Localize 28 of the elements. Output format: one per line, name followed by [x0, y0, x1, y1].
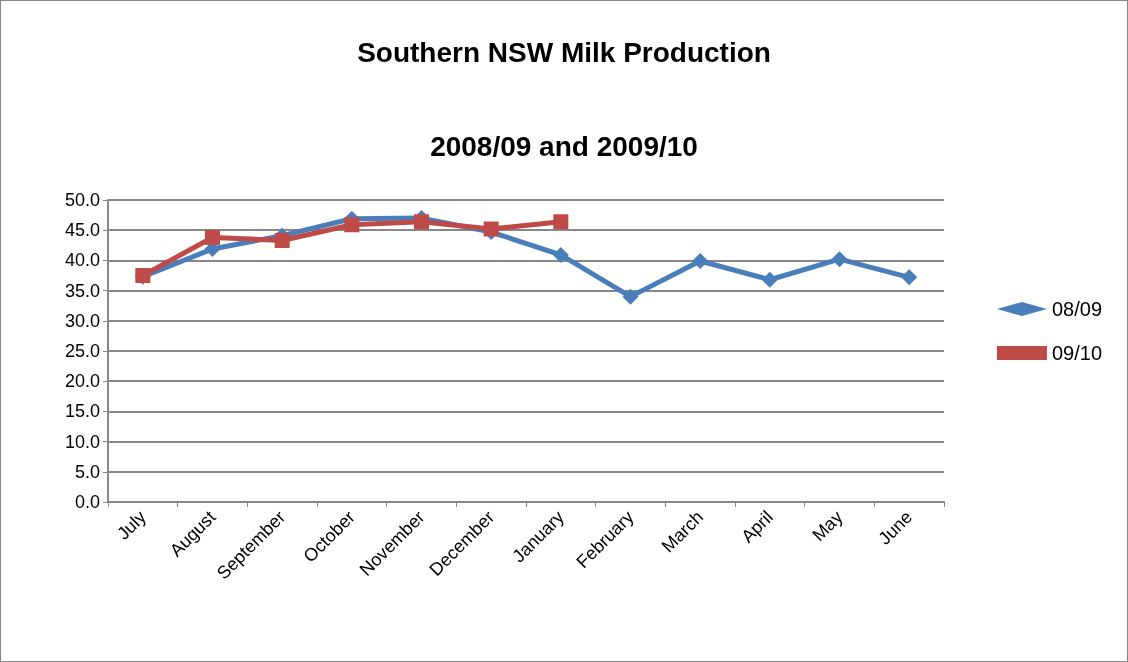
y-tick-label: 30.0 — [64, 310, 100, 331]
x-tick-label: July — [113, 506, 150, 544]
x-tick-label: May — [808, 506, 847, 546]
chart-subtitle: 2008/09 and 2009/10 — [430, 130, 698, 162]
y-tick-label: 35.0 — [64, 280, 100, 301]
chart-title: Southern NSW Milk Production — [357, 36, 771, 68]
point — [344, 217, 360, 233]
y-tick-label: 10.0 — [64, 431, 100, 452]
y-tick-label: 0.0 — [74, 492, 100, 512]
point — [622, 288, 639, 305]
point — [901, 269, 918, 286]
point — [692, 253, 709, 269]
legend-label: 09/10 — [1051, 342, 1103, 364]
y-tick-label: 15.0 — [64, 401, 100, 422]
legend-label: 08/09 — [1051, 298, 1103, 320]
point — [831, 251, 848, 268]
point — [414, 214, 429, 230]
point — [205, 229, 220, 245]
y-tick-label: 25.0 — [64, 341, 100, 361]
point — [761, 271, 778, 288]
point — [552, 246, 569, 263]
point — [274, 232, 290, 248]
point — [553, 214, 569, 230]
y-tick-label: 20.0 — [64, 371, 100, 392]
y-tick-label: 5.0 — [74, 461, 100, 482]
y-tick-label: 45.0 — [64, 220, 100, 241]
y-tick-label: 50.0 — [64, 190, 100, 210]
y-tick-label: 40.0 — [64, 250, 100, 271]
